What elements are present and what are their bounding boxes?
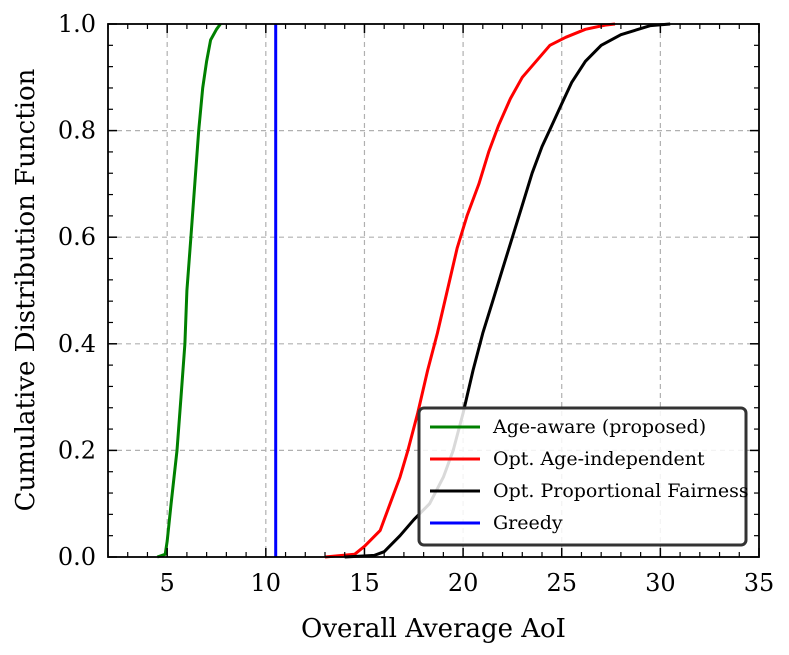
legend-label: Opt. Proportional Fairness (493, 480, 749, 502)
tick-labels: 5 10 15 20 25 30 35 0.0 0.2 0.4 0.6 0.8 1.0 (58, 10, 774, 597)
series-line (324, 22, 616, 559)
y-tick-label: 1.0 (58, 10, 96, 38)
y-tick-label: 0.2 (58, 436, 96, 464)
y-tick-label: 0.4 (58, 330, 96, 358)
legend-label: Greedy (493, 512, 563, 534)
legend: Age-aware (proposed) Opt. Age-independent… (417, 406, 749, 547)
legend-box (417, 406, 748, 547)
series-line (344, 22, 671, 559)
y-tick-label: 0.6 (58, 223, 96, 251)
x-tick-label: 35 (744, 569, 775, 597)
x-tick-label: 15 (349, 569, 380, 597)
x-tick-label: 30 (645, 569, 676, 597)
x-tick-label: 5 (160, 569, 175, 597)
series-lines (156, 22, 671, 559)
series-line (156, 23, 222, 559)
y-tick-label: 0.8 (58, 117, 96, 145)
legend-label: Opt. Age-independent (493, 448, 705, 470)
x-tick-label: 25 (546, 569, 577, 597)
x-tick-label: 20 (448, 569, 479, 597)
plot-frame (107, 23, 760, 558)
x-axis-label: Overall Average AoI (301, 614, 566, 644)
y-axis-label: Cumulative Distribution Function (11, 68, 41, 511)
x-tick-label: 10 (251, 569, 282, 597)
y-tick-label: 0.0 (58, 543, 96, 571)
legend-label: Age-aware (proposed) (492, 416, 706, 438)
